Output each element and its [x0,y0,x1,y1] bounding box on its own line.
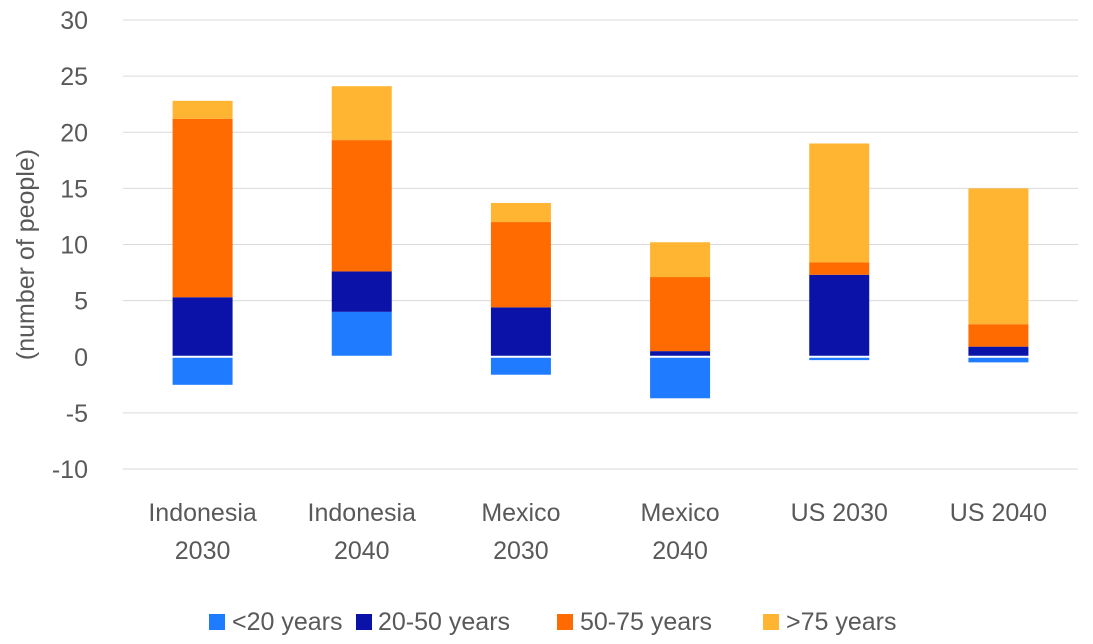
x-axis-categories: Indonesia 2030 Indonesia 2040 Mexico 2030 Mexi… [148,499,1047,565]
bar-segment [650,277,711,352]
bar-segment [172,100,233,119]
bar-segment [331,86,392,141]
y-tick-label: 15 [60,175,88,203]
bar-segment [968,324,1029,347]
y-tick-label: 0 [74,344,88,372]
bar-segment [490,222,551,308]
bar-segment [968,356,1029,363]
bar-segment [809,143,870,263]
y-axis-ticks: -10 -5 0 5 10 15 20 25 30 [52,7,88,484]
bar-segment [968,346,1029,357]
bar-segment [490,356,551,375]
bars [123,86,1078,399]
x-category-label: 2040 [334,537,390,565]
bar-segment [650,242,711,278]
legend: <20 years 20-50 years 50-75 years >75 years [209,608,897,636]
legend-swatch [557,614,573,630]
bar-segment [809,262,870,275]
bar-segment [172,297,233,357]
legend-label: 20-50 years [378,608,510,636]
legend-swatch [763,614,779,630]
x-category-label: Mexico [640,499,719,527]
bar-segment [331,271,392,312]
bar-segment [809,356,870,361]
bar-segment [968,188,1029,325]
legend-label: >75 years [786,608,897,636]
y-tick-label: 10 [60,232,88,260]
y-tick-label: -10 [52,456,88,484]
bar-segment [490,307,551,357]
y-tick-label: 30 [60,7,88,35]
legend-swatch [356,614,372,630]
x-category-label: 2030 [175,537,231,565]
x-category-label: 2030 [493,537,549,565]
gridlines [123,19,1078,470]
x-category-label: 2040 [652,537,708,565]
y-tick-label: 5 [74,288,88,316]
legend-label: 50-75 years [580,608,712,636]
legend-swatch [209,614,225,630]
y-axis-title: (number of people) [12,149,40,360]
x-category-label: US 2040 [950,499,1047,527]
bar-segment [650,351,711,357]
bar-segment [331,311,392,357]
bar-segment [331,140,392,272]
y-tick-label: 25 [60,63,88,91]
x-category-label: Indonesia [308,499,417,527]
bar-segment [809,274,870,357]
bar-segment [650,356,711,399]
y-tick-label: 20 [60,119,88,147]
legend-label: <20 years [232,608,343,636]
x-category-label: US 2030 [791,499,888,527]
bar-segment [172,356,233,385]
x-category-label: Mexico [481,499,560,527]
x-category-label: Indonesia [148,499,257,527]
y-tick-label: -5 [66,400,88,428]
bar-segment [172,118,233,298]
bar-segment [490,202,551,223]
